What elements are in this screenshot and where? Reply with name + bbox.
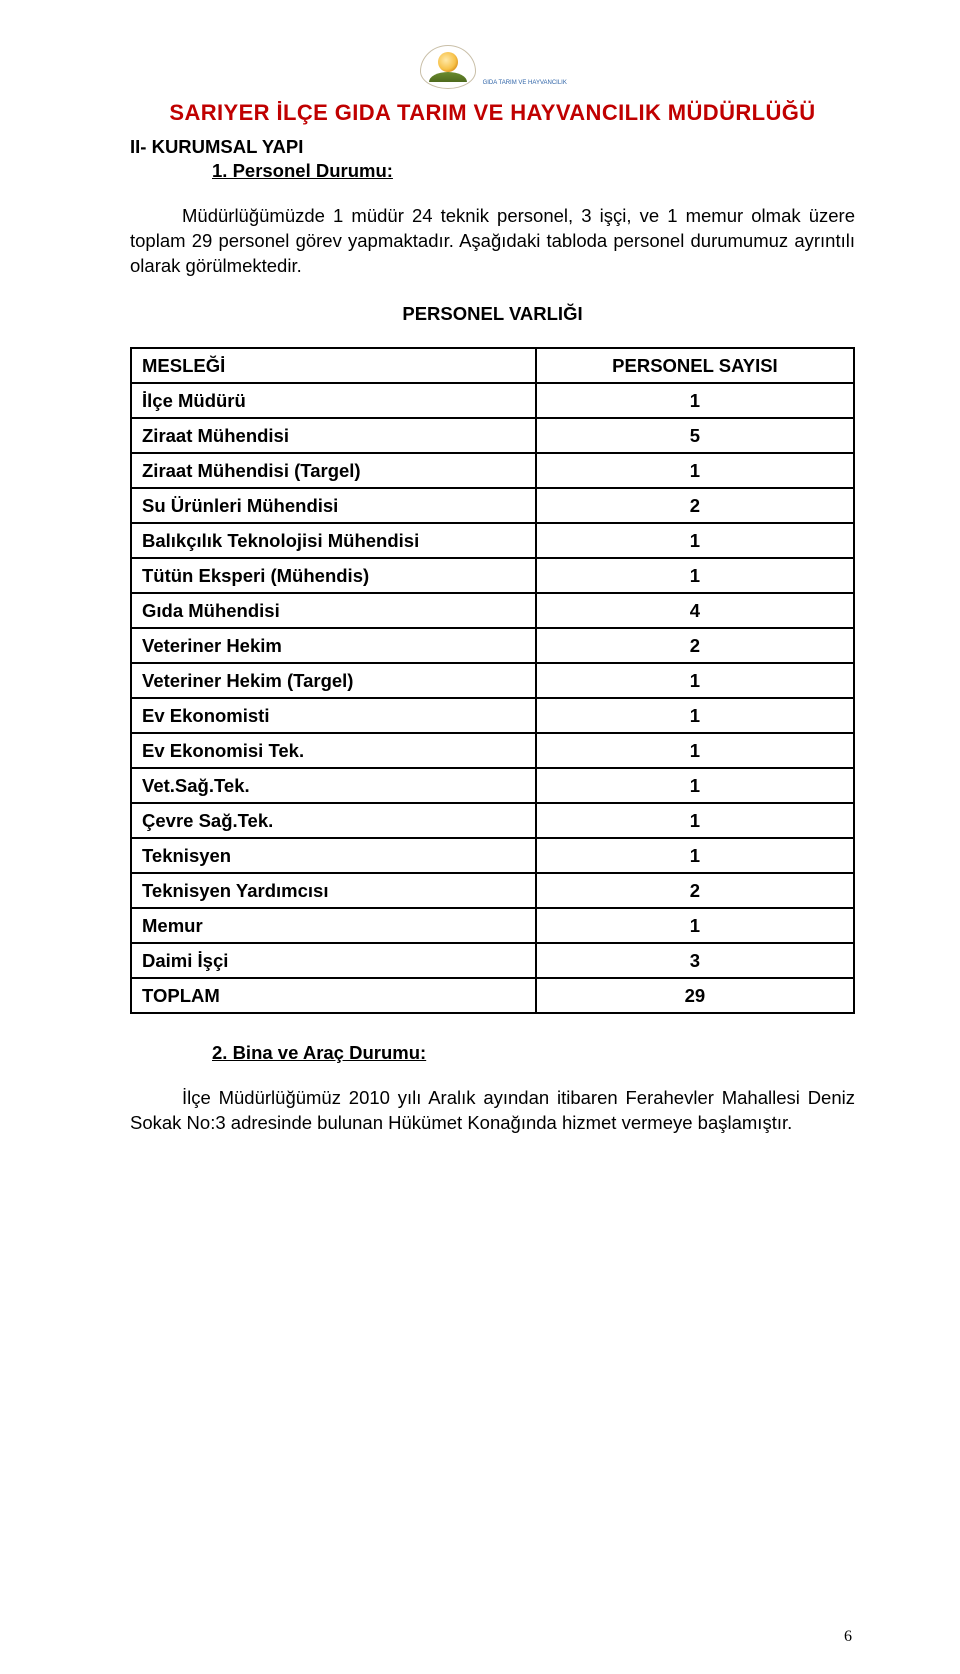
col-header-sayi: PERSONEL SAYISI (536, 348, 854, 383)
subheading-bina: 2. Bina ve Araç Durumu: (212, 1042, 855, 1064)
cell-meslek: Veteriner Hekim (Targel) (131, 663, 536, 698)
cell-sayi: 2 (536, 488, 854, 523)
cell-meslek: TOPLAM (131, 978, 536, 1013)
table-row: Tütün Eksperi (Mühendis)1 (131, 558, 854, 593)
table-row: Ziraat Mühendisi (Targel)1 (131, 453, 854, 488)
cell-sayi: 2 (536, 628, 854, 663)
table-row: Memur1 (131, 908, 854, 943)
col-header-meslek: MESLEĞİ (131, 348, 536, 383)
paragraph-bina: İlçe Müdürlüğümüz 2010 yılı Aralık ayınd… (130, 1086, 855, 1136)
cell-sayi: 5 (536, 418, 854, 453)
table-row: İlçe Müdürü1 (131, 383, 854, 418)
cell-meslek: Teknisyen Yardımcısı (131, 873, 536, 908)
org-title: SARIYER İLÇE GIDA TARIM VE HAYVANCILIK M… (130, 100, 855, 126)
logo-caption: GIDA TARIM VE HAYVANCILIK (483, 80, 567, 86)
table-row: Çevre Sağ.Tek.1 (131, 803, 854, 838)
table-row: Ev Ekonomisi Tek.1 (131, 733, 854, 768)
cell-meslek: Ziraat Mühendisi (Targel) (131, 453, 536, 488)
table-row: Veteriner Hekim (Targel)1 (131, 663, 854, 698)
table-body: İlçe Müdürü1 Ziraat Mühendisi5 Ziraat Mü… (131, 383, 854, 1013)
cell-sayi: 1 (536, 453, 854, 488)
cell-sayi: 1 (536, 663, 854, 698)
cell-meslek: Daimi İşçi (131, 943, 536, 978)
cell-meslek: Teknisyen (131, 838, 536, 873)
cell-meslek: Ev Ekonomisi Tek. (131, 733, 536, 768)
table-row: Teknisyen Yardımcısı2 (131, 873, 854, 908)
cell-meslek: Vet.Sağ.Tek. (131, 768, 536, 803)
page-number: 6 (844, 1628, 852, 1646)
cell-meslek: Memur (131, 908, 536, 943)
cell-sayi: 1 (536, 733, 854, 768)
cell-sayi: 1 (536, 768, 854, 803)
ministry-logo-icon (420, 45, 476, 89)
cell-sayi: 29 (536, 978, 854, 1013)
cell-meslek: Tütün Eksperi (Mühendis) (131, 558, 536, 593)
cell-sayi: 1 (536, 838, 854, 873)
table-row: Veteriner Hekim2 (131, 628, 854, 663)
table-header-row: MESLEĞİ PERSONEL SAYISI (131, 348, 854, 383)
cell-meslek: Veteriner Hekim (131, 628, 536, 663)
table-row: Ev Ekonomisti1 (131, 698, 854, 733)
cell-sayi: 1 (536, 698, 854, 733)
cell-meslek: Ev Ekonomisti (131, 698, 536, 733)
subheading-personel: 1. Personel Durumu: (212, 160, 855, 182)
cell-sayi: 1 (536, 908, 854, 943)
personnel-table: MESLEĞİ PERSONEL SAYISI İlçe Müdürü1 Zir… (130, 347, 855, 1014)
table-row: Daimi İşçi3 (131, 943, 854, 978)
table-title: PERSONEL VARLIĞI (130, 303, 855, 325)
cell-meslek: Çevre Sağ.Tek. (131, 803, 536, 838)
cell-sayi: 1 (536, 523, 854, 558)
section-heading: II- KURUMSAL YAPI (130, 136, 855, 158)
table-row: Balıkçılık Teknolojisi Mühendisi1 (131, 523, 854, 558)
table-row: Ziraat Mühendisi5 (131, 418, 854, 453)
table-row: Su Ürünleri Mühendisi2 (131, 488, 854, 523)
table-row: Teknisyen1 (131, 838, 854, 873)
cell-sayi: 1 (536, 803, 854, 838)
cell-sayi: 2 (536, 873, 854, 908)
table-row: Vet.Sağ.Tek.1 (131, 768, 854, 803)
cell-meslek: İlçe Müdürü (131, 383, 536, 418)
cell-sayi: 1 (536, 383, 854, 418)
cell-sayi: 1 (536, 558, 854, 593)
cell-sayi: 4 (536, 593, 854, 628)
paragraph-personel: Müdürlüğümüzde 1 müdür 24 teknik persone… (130, 204, 855, 279)
table-row: Gıda Mühendisi4 (131, 593, 854, 628)
cell-meslek: Gıda Mühendisi (131, 593, 536, 628)
cell-meslek: Su Ürünleri Mühendisi (131, 488, 536, 523)
header-logo-block: GIDA TARIM VE HAYVANCILIK (130, 45, 855, 94)
table-row: TOPLAM29 (131, 978, 854, 1013)
cell-sayi: 3 (536, 943, 854, 978)
cell-meslek: Balıkçılık Teknolojisi Mühendisi (131, 523, 536, 558)
cell-meslek: Ziraat Mühendisi (131, 418, 536, 453)
